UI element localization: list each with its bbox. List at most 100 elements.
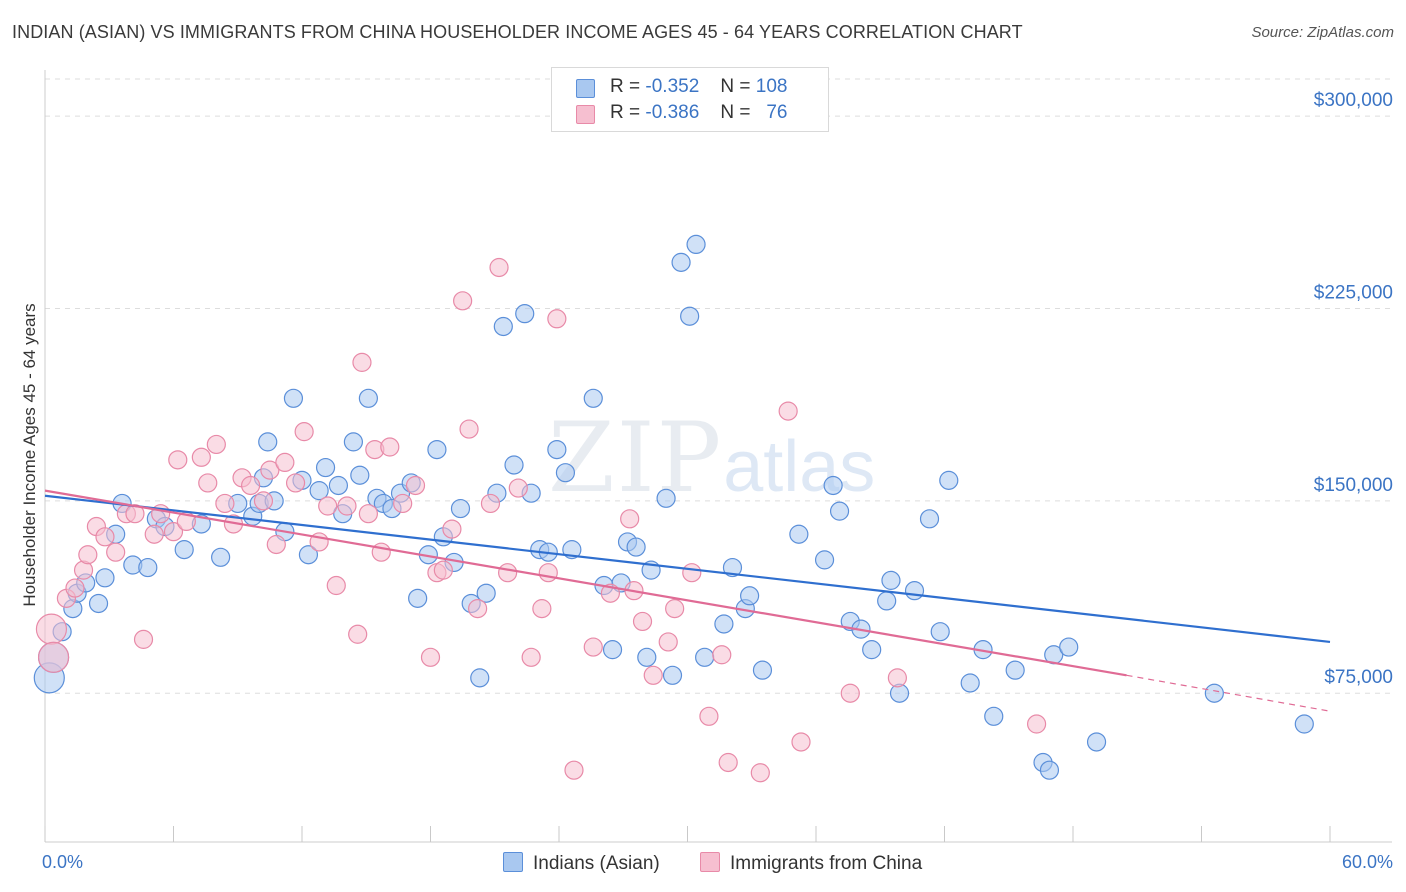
indians-point-33: [358, 388, 378, 408]
china-point-25: [260, 460, 280, 480]
legend-bottom-swatch-blue: [503, 852, 523, 872]
china-point-73: [840, 683, 860, 703]
indians-point-73: [722, 557, 743, 578]
indians-point-96: [1039, 760, 1060, 780]
correlation-legend: R = -0.352 N = 108 R = -0.386 N = 76: [551, 67, 829, 132]
china-point-15: [168, 450, 188, 470]
y-tick-label-3: $300,000: [1314, 90, 1393, 111]
legend-swatch-blue: [576, 79, 595, 98]
china-point-28: [285, 473, 306, 493]
china-point-12: [144, 524, 164, 544]
indians-point-50: [504, 455, 524, 475]
indians-point-24: [283, 388, 304, 408]
legend-text-indians: R = -0.352 N = 108: [610, 76, 788, 97]
china-point-62: [632, 611, 653, 632]
indians-point-41: [427, 439, 447, 460]
indians-point-83: [862, 640, 882, 660]
x-tick-label-min: 0.0%: [42, 852, 83, 872]
china-point-19: [206, 434, 226, 455]
china-point-27: [275, 452, 295, 473]
indians-point-88: [919, 509, 940, 529]
china-point-71: [778, 401, 798, 421]
china-point-18: [198, 473, 218, 493]
source-credit: Source: ZipAtlas.com: [1251, 24, 1394, 41]
china-point-55: [538, 563, 558, 583]
legend-item-indians: Indians (Asian): [503, 852, 660, 875]
legend-n-china: 76: [766, 102, 788, 123]
china-point-11: [133, 629, 154, 649]
indians-point-60: [602, 640, 623, 660]
chart-title: INDIAN (ASIAN) VS IMMIGRANTS FROM CHINA …: [12, 22, 1023, 42]
china-point-20: [215, 493, 235, 514]
watermark-zip: ZIP: [548, 402, 724, 514]
indians-point-76: [752, 660, 773, 680]
indians-point-31: [343, 432, 363, 452]
watermark: ZIPatlas: [548, 402, 875, 514]
legend-r-china: -0.386: [645, 102, 700, 123]
china-point-49: [480, 493, 501, 514]
legend-swatch-pink: [576, 105, 595, 124]
legend-n-indians: 108: [755, 76, 788, 97]
china-point-53: [521, 647, 541, 667]
legend-bottom-label-indians: Indians (Asian): [533, 853, 660, 874]
indians-point-101: [1294, 714, 1314, 734]
x-tick-label-max: 60.0%: [1342, 852, 1393, 872]
indians-point-93: [984, 706, 1004, 726]
indians-point-87: [904, 581, 925, 601]
indians-point-26: [298, 545, 319, 565]
indians-point-99: [1086, 732, 1107, 752]
china-point-35: [352, 352, 372, 372]
china-point-47: [459, 419, 479, 439]
indians-point-90: [939, 470, 959, 490]
indians-point-67: [662, 665, 683, 685]
china-point-31: [318, 496, 338, 516]
indians-point-7: [95, 568, 115, 588]
china-point-45: [442, 519, 462, 539]
indians-point-100: [1204, 683, 1224, 703]
china-point-69: [718, 752, 738, 773]
legend-bottom-swatch-pink: [700, 852, 720, 872]
indians-point-64: [637, 647, 657, 667]
indians-point-75: [740, 586, 760, 606]
trend-line-china: [44, 489, 1127, 677]
trend-lines: [44, 489, 1331, 712]
indians-point-55: [547, 439, 567, 460]
china-point-65: [665, 599, 685, 619]
china-point-29: [294, 422, 314, 442]
indians-point-63: [626, 537, 646, 557]
china-point-64: [658, 632, 678, 652]
china-point-75: [1026, 714, 1047, 734]
indians-point-70: [686, 234, 706, 255]
legend-r-indians: -0.352: [645, 76, 700, 97]
china-point-56: [547, 309, 567, 329]
indians-point-14: [174, 540, 194, 560]
indians-point-46: [470, 668, 490, 688]
indians-point-72: [714, 614, 734, 634]
indians-point-94: [1005, 660, 1025, 680]
china-point-41: [405, 475, 426, 496]
indians-point-32: [350, 465, 370, 485]
indians-point-79: [823, 475, 843, 496]
china-point-14: [163, 522, 184, 542]
china-point-46: [453, 291, 473, 311]
tick-labels: $75,000 $150,000 $225,000 $300,000 0.0% 60.0%: [42, 90, 1393, 872]
china-point-17: [191, 447, 211, 467]
indians-point-28: [315, 457, 336, 478]
china-point-66: [682, 563, 702, 583]
indians-point-77: [789, 524, 809, 544]
indians-point-84: [877, 591, 897, 611]
series-immigrants-from-china: [35, 257, 1047, 783]
y-tick-label-0: $75,000: [1324, 667, 1393, 688]
china-point-54: [532, 599, 552, 619]
china-point-32: [326, 575, 346, 596]
indians-point-80: [829, 501, 850, 521]
trend-line-indians: [44, 494, 1331, 644]
indians-point-11: [138, 557, 158, 578]
china-point-40: [393, 493, 413, 514]
china-point-0: [35, 613, 68, 645]
indians-point-85: [881, 570, 901, 590]
series-indians-asian: [33, 234, 1314, 780]
indians-point-16: [211, 547, 231, 567]
indians-point-91: [960, 673, 980, 693]
